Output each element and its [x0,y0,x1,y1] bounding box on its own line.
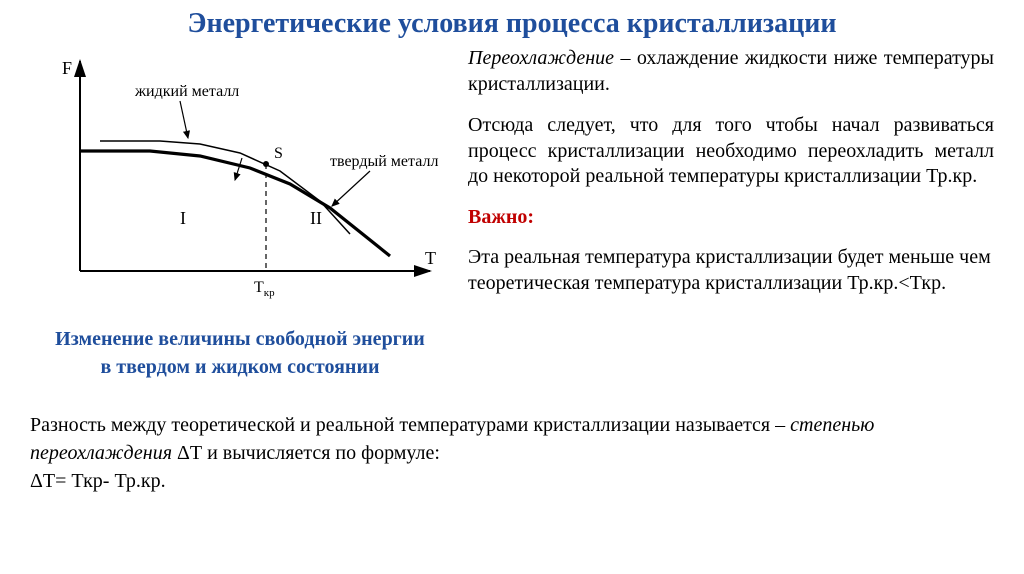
term-supercooling: Переохлаждение [468,47,614,69]
left-column: FTжидкий металлтвердый металлSTкрIII Изм… [30,46,450,381]
important-paragraph: Эта реальная температура кристаллизации … [468,245,994,296]
svg-text:Tкр: Tкр [254,279,275,299]
top-row: FTжидкий металлтвердый металлSTкрIII Изм… [30,46,994,381]
explanation-paragraph: Отсюда следует, что для того чтобы начал… [468,113,994,190]
svg-text:T: T [425,248,436,268]
bottom-line1: Разность между теоретической и реальной … [30,411,994,467]
right-column: Переохлаждение – охлаждение жидкости ниж… [468,46,994,381]
bottom-line2: ΔТ= Ткр- Тр.кр. [30,467,994,495]
page-title: Энергетические условия процесса кристалл… [30,8,994,40]
important-label: Важно: [468,206,994,229]
svg-text:жидкий металл: жидкий металл [134,83,239,100]
bottom-line1-a: Разность между теоретической и реальной … [30,414,790,436]
svg-text:II: II [310,208,322,228]
caption-line1: Изменение величины свободной энергии [30,325,450,353]
svg-text:I: I [180,208,186,228]
svg-text:S: S [274,145,283,162]
chart-caption: Изменение величины свободной энергии в т… [30,325,450,381]
bottom-line1-b: ΔТ и вычисляется по формуле: [172,442,440,464]
svg-text:твердый металл: твердый металл [330,153,438,170]
free-energy-chart: FTжидкий металлтвердый металлSTкрIII [30,46,450,311]
definition-paragraph: Переохлаждение – охлаждение жидкости ниж… [468,46,994,97]
caption-line2: в твердом и жидком состоянии [30,353,450,381]
svg-text:F: F [62,58,72,78]
bottom-block: Разность между теоретической и реальной … [30,411,994,495]
